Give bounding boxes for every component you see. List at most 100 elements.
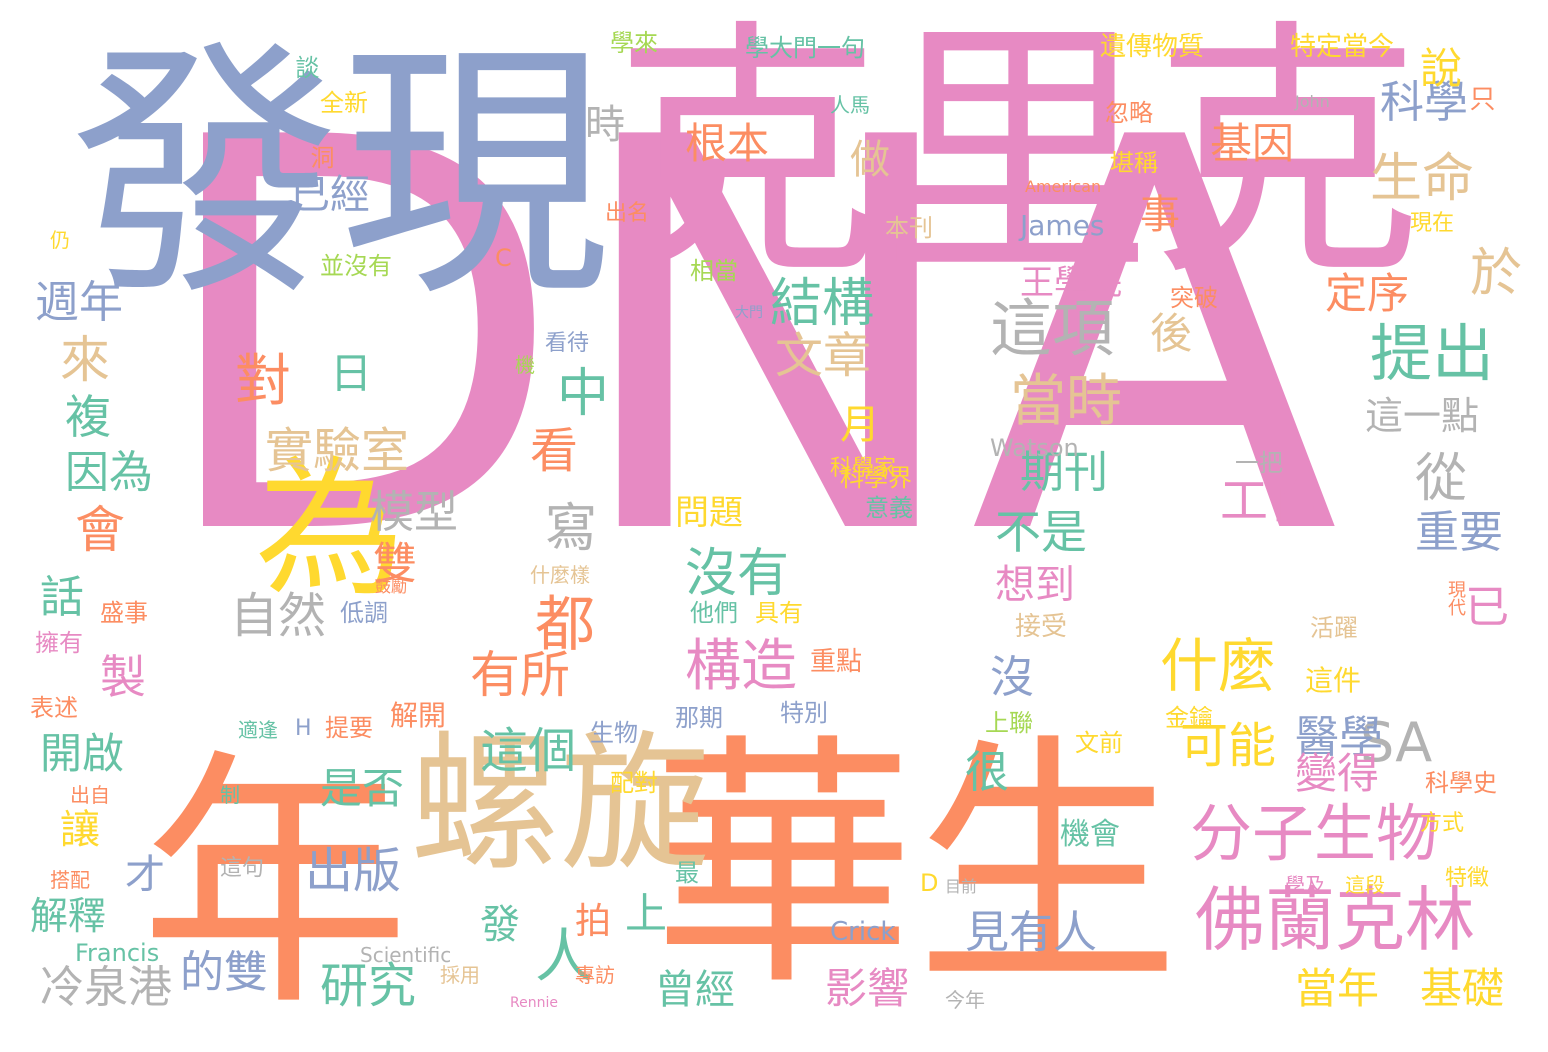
cloud-word: 特徵 (1445, 866, 1490, 891)
cloud-word: 出自 (70, 783, 110, 807)
cloud-word: 表述 (30, 694, 78, 722)
cloud-word: 生物 (590, 719, 638, 747)
cloud-word: 學來 (610, 29, 658, 57)
cloud-word: 重點 (810, 647, 863, 677)
cloud-word: 現在 (1410, 211, 1455, 236)
cloud-word: SA (1360, 711, 1433, 774)
cloud-word: Rennie (510, 995, 558, 1011)
cloud-word: 制 (220, 783, 240, 807)
cloud-word: 做 (850, 137, 890, 183)
cloud-word: 這項 (990, 292, 1115, 365)
cloud-word: 提出 (1370, 317, 1495, 390)
cloud-word: 人馬 (830, 93, 870, 117)
cloud-word: 方式 (1420, 811, 1465, 836)
cloud-word: 專訪 (575, 963, 615, 987)
cloud-word: 自然 (230, 588, 327, 644)
cloud-word: Watson (990, 434, 1079, 462)
cloud-word: 科學界 (840, 464, 912, 492)
cloud-word: 已 (1465, 582, 1509, 633)
cloud-word: 出名 (605, 201, 650, 226)
cloud-word: 的雙 (180, 947, 268, 998)
cloud-word: 基礎 (1420, 964, 1505, 1013)
cloud-word: 解開 (390, 699, 447, 732)
cloud-word: 因為 (65, 447, 153, 498)
cloud-word: 相當 (690, 257, 738, 285)
cloud-word: 特定當今 (1290, 32, 1395, 62)
cloud-word: 冷泉港 (40, 962, 172, 1013)
cloud-word: 意義 (865, 494, 913, 522)
cloud-word: 月 (840, 402, 880, 448)
cloud-word: 低調 (340, 599, 388, 627)
cloud-word: 週年 (35, 277, 123, 328)
cloud-word: 事 (1140, 192, 1180, 238)
cloud-word: 搭配 (50, 868, 90, 892)
cloud-word: 忽略 (1105, 99, 1153, 127)
cloud-word: 具有 (755, 599, 803, 627)
cloud-word: 解釋 (30, 894, 107, 938)
cloud-word: 這個 (480, 723, 577, 779)
cloud-word: 都 (535, 590, 595, 660)
cloud-word: 生命 (1370, 149, 1475, 209)
cloud-word: 對 (235, 349, 291, 414)
cloud-word: 機會 (1060, 817, 1120, 852)
cloud-word: 金鑰 (1165, 704, 1213, 732)
cloud-word: 可能 (1180, 718, 1277, 774)
cloud-word: 配對 (610, 769, 658, 797)
cloud-word: 擁有 (35, 629, 83, 657)
cloud-word: 拍 (575, 901, 612, 942)
cloud-word: 從 (1415, 449, 1468, 509)
cloud-word: 王學院 (1020, 263, 1122, 303)
cloud-word: 仍 (50, 228, 70, 252)
cloud-word: 盛事 (100, 599, 148, 627)
cloud-word: 看 (530, 423, 579, 479)
cloud-word: 結構 (770, 274, 875, 334)
cloud-word: 這件 (1305, 664, 1362, 697)
cloud-word: 構造 (685, 634, 797, 699)
cloud-word: 變得 (1295, 749, 1380, 798)
cloud-word: 人 (535, 922, 594, 990)
cloud-word: 什麼樣 (530, 563, 590, 587)
cloud-word: 突破 (1170, 284, 1218, 312)
cloud-word: 話 (40, 572, 84, 623)
cloud-word: 科學 (1380, 77, 1468, 128)
cloud-word: 什麼 (1160, 632, 1277, 700)
cloud-word: 來 (60, 331, 110, 389)
cloud-word: 只 (1465, 85, 1495, 111)
cloud-word: 有所 (470, 646, 570, 704)
cloud-word: 他們 (690, 599, 738, 627)
cloud-word: 中 (557, 364, 610, 424)
cloud-word: 後 (1150, 309, 1193, 358)
cloud-word: 見有人 (965, 907, 1097, 958)
cloud-word: 工作 (1220, 473, 1317, 529)
cloud-word: 說 (1420, 44, 1463, 93)
cloud-word: 接受 (1015, 612, 1068, 642)
cloud-word: American (1025, 177, 1102, 196)
cloud-word: 日 (330, 349, 373, 398)
cloud-word: 學及 (1285, 873, 1325, 897)
cloud-word: 模型 (370, 487, 458, 538)
cloud-word: 特別 (780, 699, 828, 727)
cloud-word: 曾經 (655, 967, 735, 1013)
cloud-word: 期刊 (1020, 447, 1108, 498)
cloud-word: 才 (125, 852, 165, 898)
cloud-word: 大門 (735, 305, 763, 321)
cloud-word: Francis (75, 939, 160, 967)
cloud-word: 時 (585, 102, 625, 148)
cloud-word: 讓 (60, 807, 100, 853)
cloud-word: 醫學 (1295, 712, 1383, 763)
cloud-word: Crick (830, 917, 896, 947)
cloud-word: 定序 (1325, 269, 1410, 318)
cloud-word: 雙 (365, 540, 416, 584)
cloud-word: 這一點 (1365, 394, 1480, 438)
cloud-word: 不是 (995, 505, 1087, 559)
cloud-word: 寫 (545, 499, 598, 559)
cloud-word: 並沒有 (320, 252, 392, 280)
cloud-word: DNA (150, 26, 1340, 654)
cloud-word: 會 (75, 501, 125, 559)
cloud-word: 是否 (320, 764, 405, 813)
cloud-word: 華生 (650, 713, 1180, 1021)
cloud-word: 鼓勵 (375, 577, 408, 596)
cloud-word: John (1295, 92, 1330, 111)
cloud-word: 機 (515, 353, 535, 377)
